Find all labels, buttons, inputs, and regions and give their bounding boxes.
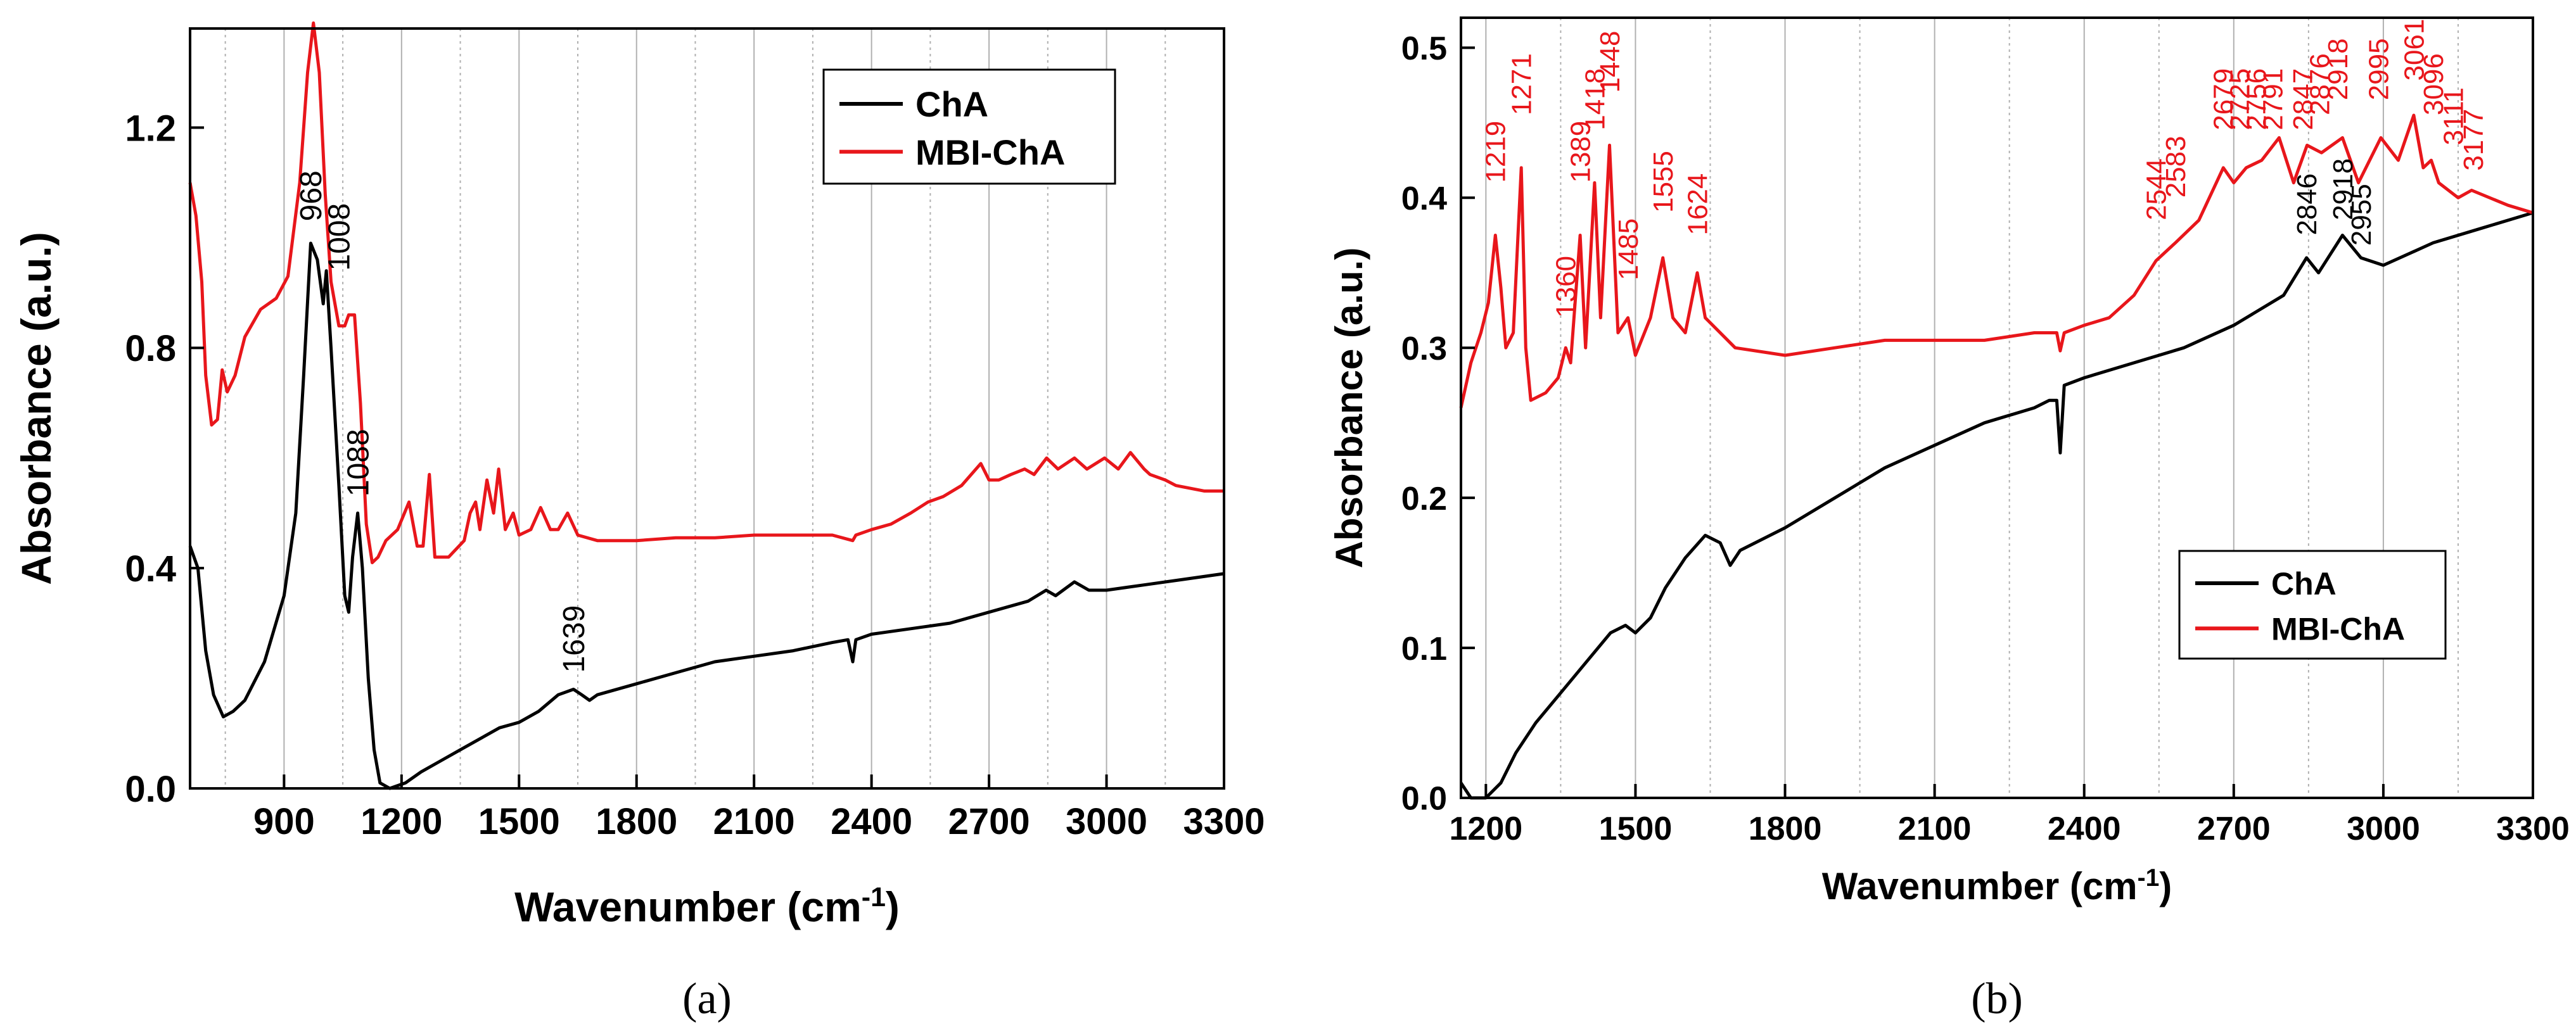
x-axis-label: Wavenumber (cm-1) — [514, 882, 900, 930]
peak-label: 2955 — [2346, 184, 2377, 246]
x-axis-label-main: Wavenumber (cm — [1822, 865, 2138, 907]
peak-label: 2918 — [2323, 38, 2354, 100]
peak-label: 1418 — [1579, 68, 1610, 130]
x-tick-label: 900 — [253, 801, 315, 842]
y-tick-label: 0.8 — [125, 328, 176, 369]
peak-label: 2583 — [2160, 136, 2191, 198]
x-axis-label-sup: -1 — [862, 882, 886, 913]
x-axis-label-sup: -1 — [2138, 864, 2160, 892]
peak-label: 2725 — [2225, 68, 2256, 130]
legend-box — [2178, 550, 2447, 660]
x-tick-label: 2100 — [1898, 811, 1972, 847]
x-tick-label: 2700 — [2197, 811, 2271, 847]
y-tick-label: 0.5 — [1401, 30, 1447, 67]
y-tick-label: 0.4 — [125, 548, 176, 590]
peak-label: 1219 — [1481, 121, 1512, 183]
y-axis-label: Absorbance (a.u.) — [1328, 248, 1370, 569]
y-axis-label: Absorbance (a.u.) — [13, 232, 60, 584]
peak-label: 2544 — [2141, 158, 2172, 220]
peak-label: 1360 — [1551, 256, 1582, 318]
peak-label: 968 — [295, 170, 328, 221]
peak-label: 2876 — [2305, 53, 2336, 115]
y-tick-label: 0.0 — [125, 769, 176, 810]
x-tick-label: 1200 — [360, 801, 442, 842]
x-tick-label: 1800 — [596, 801, 677, 842]
x-tick-label: 1800 — [1749, 811, 1822, 847]
x-tick-label: 1200 — [1450, 811, 1523, 847]
chart-panel-a: 900 1200 1500 1800 2100 2400 2700 3000 3300 0.0 0.… — [13, 21, 1265, 1023]
legend-label: MBI-ChA — [915, 132, 1065, 172]
x-tick-label: 1500 — [1599, 811, 1673, 847]
peak-label: 2918 — [2328, 158, 2359, 220]
series-line-cha — [188, 241, 1225, 790]
legend-label: ChA — [2271, 566, 2337, 602]
peak-label: 3111 — [2438, 87, 2469, 145]
peak-label: 1088 — [341, 429, 375, 496]
peak-label: 2995 — [2363, 38, 2394, 100]
peak-label: 1271 — [1507, 53, 1538, 115]
plot-frame — [189, 27, 1225, 790]
peak-label: 2679 — [2209, 68, 2240, 130]
peak-label: 1485 — [1613, 218, 1644, 281]
x-tick-label: 2100 — [713, 801, 795, 842]
x-tick-label: 2400 — [831, 801, 912, 842]
y-tick-label: 0.0 — [1401, 781, 1447, 818]
x-axis-label-end: ) — [886, 883, 900, 930]
peak-label: 1389 — [1565, 121, 1596, 183]
y-tick-label: 0.2 — [1401, 481, 1447, 517]
legend-label: ChA — [915, 84, 988, 124]
peak-label: 2791 — [2258, 68, 2289, 130]
x-tick-label: 2700 — [948, 801, 1030, 842]
chart-panel-b: 1200 1500 1800 2100 2400 2700 3000 3300 0.0 0.1 0.… — [1328, 16, 2570, 1023]
peak-label: 1639 — [558, 605, 591, 673]
x-tick-label: 3000 — [2347, 811, 2420, 847]
peak-label: 3177 — [2458, 109, 2489, 171]
peak-label: 1624 — [1682, 174, 1713, 236]
peak-label: 1448 — [1595, 31, 1626, 93]
y-tick-label: 0.1 — [1401, 631, 1447, 667]
panel-caption: (a) — [682, 975, 732, 1023]
legend-box — [822, 68, 1116, 185]
x-tick-label: 1500 — [478, 801, 560, 842]
x-axis-label-main: Wavenumber (cm — [514, 883, 862, 930]
peak-label: 3061 — [2399, 19, 2430, 81]
y-tick-label: 0.4 — [1401, 180, 1447, 217]
series-line-cha — [1459, 211, 2534, 800]
panel-caption: (b) — [1971, 975, 2023, 1023]
x-tick-label: 3000 — [1066, 801, 1147, 842]
peak-label: 1555 — [1648, 151, 1679, 213]
peak-label: 2846 — [2292, 174, 2323, 236]
peak-label: 1008 — [323, 203, 357, 271]
x-axis-label: Wavenumber (cm-1) — [1822, 864, 2172, 908]
series-line-mbi-cha — [1459, 113, 2534, 408]
peak-label: 2847 — [2288, 68, 2319, 130]
x-tick-label: 3300 — [1183, 801, 1265, 842]
series-line-mbi-cha — [188, 21, 1224, 564]
y-tick-label: 0.3 — [1401, 331, 1447, 367]
y-tick-label: 1.2 — [125, 108, 176, 149]
x-axis-label-end: ) — [2159, 865, 2172, 907]
peak-label: 2756 — [2241, 68, 2273, 130]
x-tick-label: 2400 — [2048, 811, 2121, 847]
plot-frame — [1460, 16, 2534, 799]
x-tick-label: 3300 — [2496, 811, 2570, 847]
legend-label: MBI-ChA — [2271, 611, 2405, 647]
peak-label: 3096 — [2418, 53, 2449, 115]
